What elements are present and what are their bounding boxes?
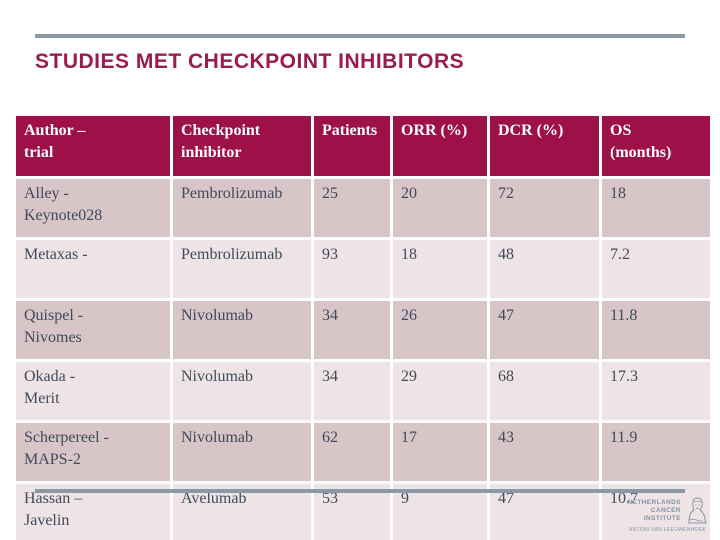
cell-author: Metaxas - [13,237,173,301]
cell-author: Okada - Merit [13,359,173,423]
studies-table: Author – trial Checkpoint inhibitor Pati… [13,113,713,540]
table-header-row: Author – trial Checkpoint inhibitor Pati… [13,113,713,179]
cell-author: Scherpereel - MAPS-2 [13,420,173,484]
logo-subtext: ANTONI VAN LEEUWENHOEK [629,527,706,533]
cell-dcr: 43 [487,420,602,484]
cell-os: 7.2 [599,237,713,301]
cell-dcr: 68 [487,359,602,423]
cell-inhibitor: Pembrolizumab [170,237,314,301]
table-row: Alley - Keynote028 Pembrolizumab 25 20 7… [13,176,713,240]
page-title: STUDIES MET CHECKPOINT INHIBITORS [35,50,465,73]
netherlands-cancer-institute-logo: NETHERLANDS CANCER INSTITUTE ANTONI VAN … [610,496,710,533]
logo-text: NETHERLANDS CANCER INSTITUTE [627,498,681,523]
col-header-orr: ORR (%) [390,113,490,179]
cell-inhibitor: Nivolumab [170,298,314,362]
cell-author: Quispel - Nivomes [13,298,173,362]
col-header-os-months: OS (months) [599,113,713,179]
cell-patients: 93 [311,237,393,301]
cell-patients: 62 [311,420,393,484]
table-row: Metaxas - Pembrolizumab 93 18 48 7.2 [13,237,713,301]
cell-os: 17.3 [599,359,713,423]
col-header-dcr: DCR (%) [487,113,602,179]
cell-dcr: 48 [487,237,602,301]
bottom-divider-line [35,489,685,493]
cell-dcr: 47 [487,298,602,362]
cell-inhibitor: Pembrolizumab [170,176,314,240]
cell-patients: 34 [311,359,393,423]
cell-orr: 20 [390,176,490,240]
cell-os: 18 [599,176,713,240]
cell-os: 11.8 [599,298,713,362]
cell-patients: 25 [311,176,393,240]
col-header-checkpoint-inhibitor: Checkpoint inhibitor [170,113,314,179]
col-header-author-trial: Author – trial [13,113,173,179]
cell-orr: 26 [390,298,490,362]
cell-orr: 18 [390,237,490,301]
table-row: Scherpereel - MAPS-2 Nivolumab 62 17 43 … [13,420,713,484]
col-header-patients: Patients [311,113,393,179]
cell-inhibitor: Nivolumab [170,420,314,484]
cell-orr: 17 [390,420,490,484]
table-row: Quispel - Nivomes Nivolumab 34 26 47 11.… [13,298,713,362]
table-row: Okada - Merit Nivolumab 34 29 68 17.3 [13,359,713,423]
cell-orr: 29 [390,359,490,423]
cell-os: 11.9 [599,420,713,484]
cell-inhibitor: Nivolumab [170,359,314,423]
top-divider-line [35,34,685,38]
cell-patients: 34 [311,298,393,362]
cell-author: Alley - Keynote028 [13,176,173,240]
leeuwenhoek-portrait-icon [684,496,710,526]
cell-dcr: 72 [487,176,602,240]
